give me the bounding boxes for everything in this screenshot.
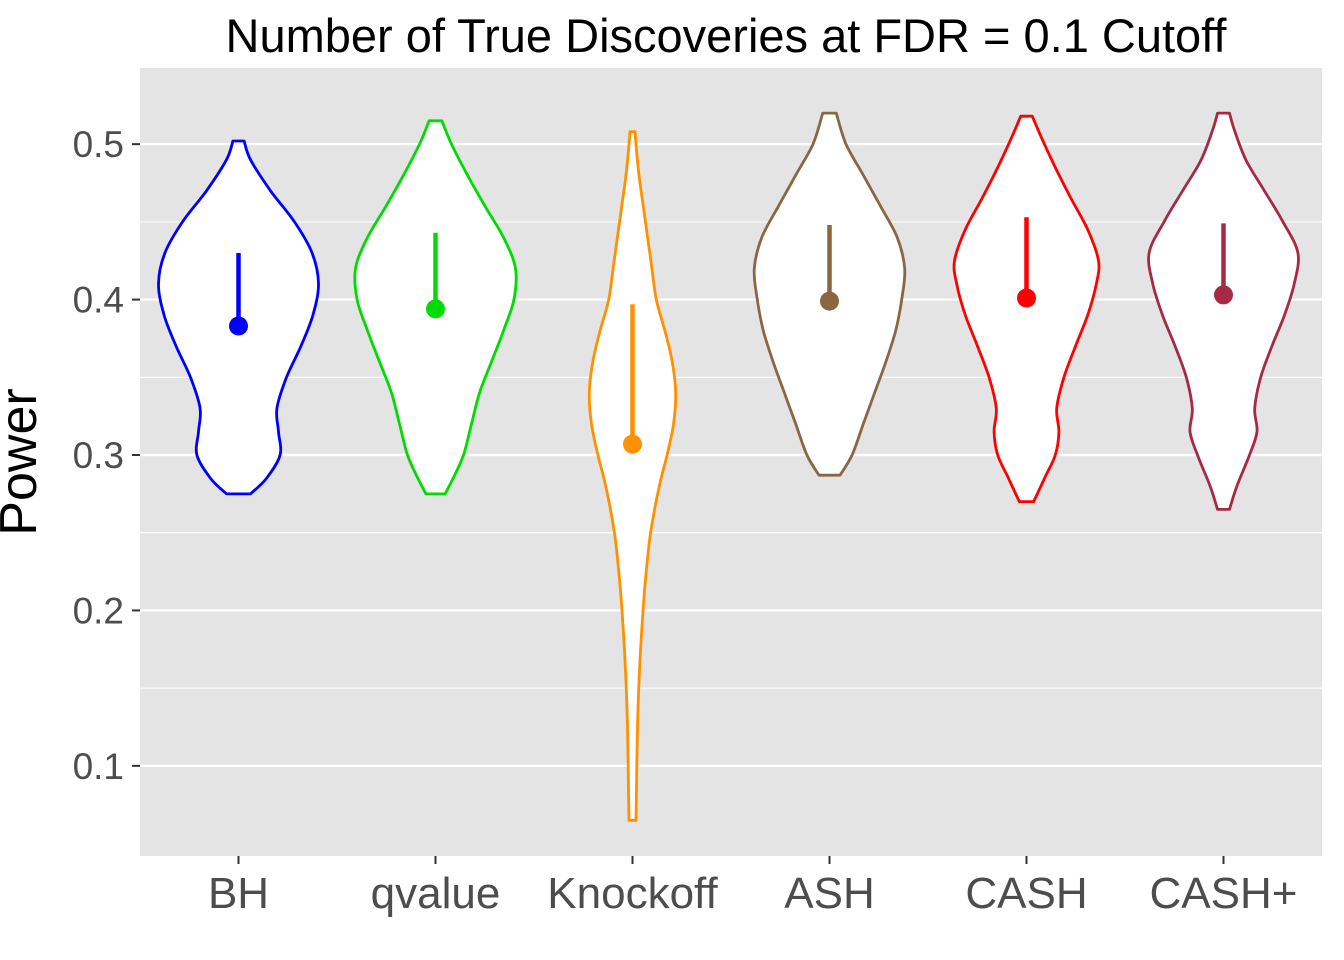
violin-knockoff: [587, 130, 678, 822]
x-axis-label-knockoff: Knockoff: [547, 869, 718, 918]
y-tick-label: 0.1: [73, 746, 124, 787]
mean-point-cash: [1214, 285, 1233, 305]
mean-point-bh: [229, 316, 248, 336]
mean-point-knockoff: [623, 434, 642, 454]
chart-title: Number of True Discoveries at FDR = 0.1 …: [226, 9, 1228, 62]
y-tick-label: 0.3: [73, 435, 124, 476]
x-axis-label-qvalue: qvalue: [371, 869, 501, 918]
x-axis-label-cash: CASH: [965, 869, 1087, 918]
mean-point-qvalue: [426, 299, 445, 319]
violin-cash: [952, 114, 1101, 503]
plot-panel: [140, 68, 1322, 856]
chart-layer: 0.1 0.2 0.3 0.4 0.5 BH qvalue Knockoff ASH CASH CA…: [73, 68, 1322, 918]
x-axis-label-cash: CASH+: [1150, 869, 1298, 918]
mean-point-ash: [820, 291, 839, 311]
x-axis-label-bh: BH: [208, 869, 269, 918]
y-tick-label: 0.2: [73, 590, 124, 631]
y-axis-title: Power: [0, 388, 48, 535]
y-tick-label: 0.4: [73, 280, 124, 321]
mean-point-cash: [1017, 288, 1036, 308]
y-tick-label: 0.5: [73, 124, 124, 165]
violin-cash: [1147, 111, 1300, 511]
x-axis-label-ash: ASH: [784, 869, 874, 918]
